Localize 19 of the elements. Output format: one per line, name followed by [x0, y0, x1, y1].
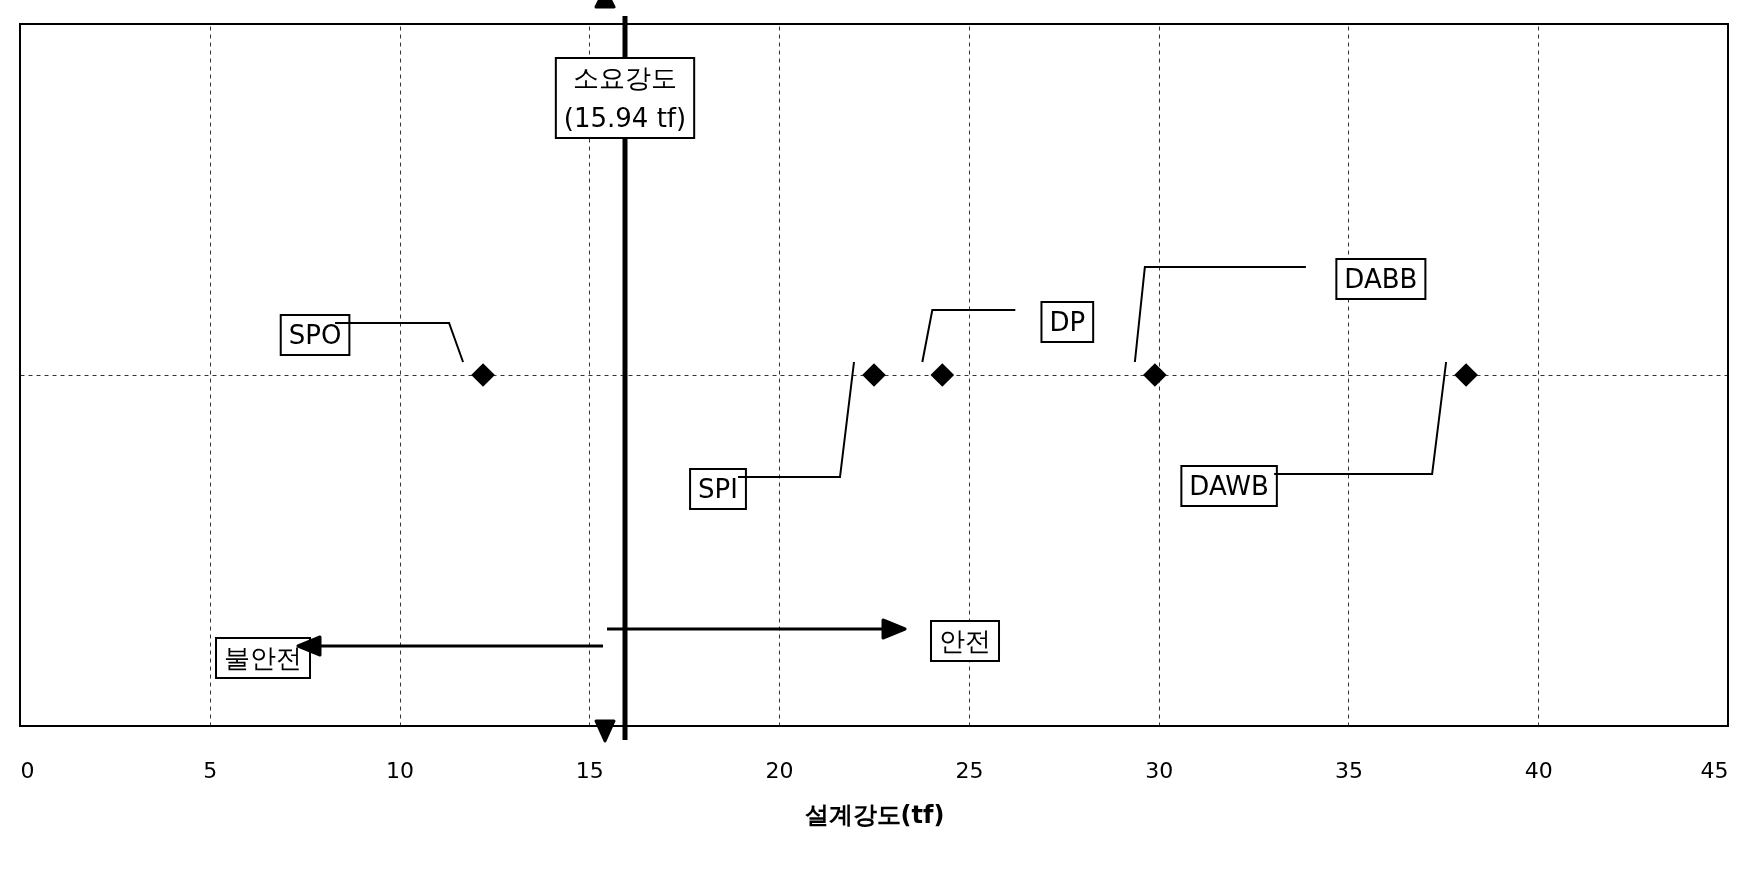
text: DAWB: [1189, 471, 1269, 501]
x-tick-label: 30: [1145, 757, 1174, 783]
x-tick-label: 35: [1334, 757, 1363, 783]
x-tick-label: 0: [20, 757, 35, 783]
annotation: 불안전: [224, 643, 303, 673]
x-tick-label: 5: [203, 757, 218, 783]
x-tick-label: 25: [955, 757, 984, 783]
annotation: 안전: [939, 626, 992, 656]
legend-label: DP: [1049, 307, 1086, 337]
text: DABB: [1344, 264, 1418, 294]
x-tick-label: 15: [575, 757, 604, 783]
x-tick-label: 10: [386, 757, 415, 783]
x-axis-title: 설계강도(tf): [804, 800, 945, 829]
x-tick-label: 45: [1700, 757, 1729, 783]
text: SPI: [698, 474, 738, 504]
x-tick-label: 20: [765, 757, 794, 783]
ref-line-label: 소요강도 (15.94 tf): [563, 63, 687, 133]
x-tick-label: 40: [1524, 757, 1553, 783]
text: SPO: [288, 320, 342, 350]
